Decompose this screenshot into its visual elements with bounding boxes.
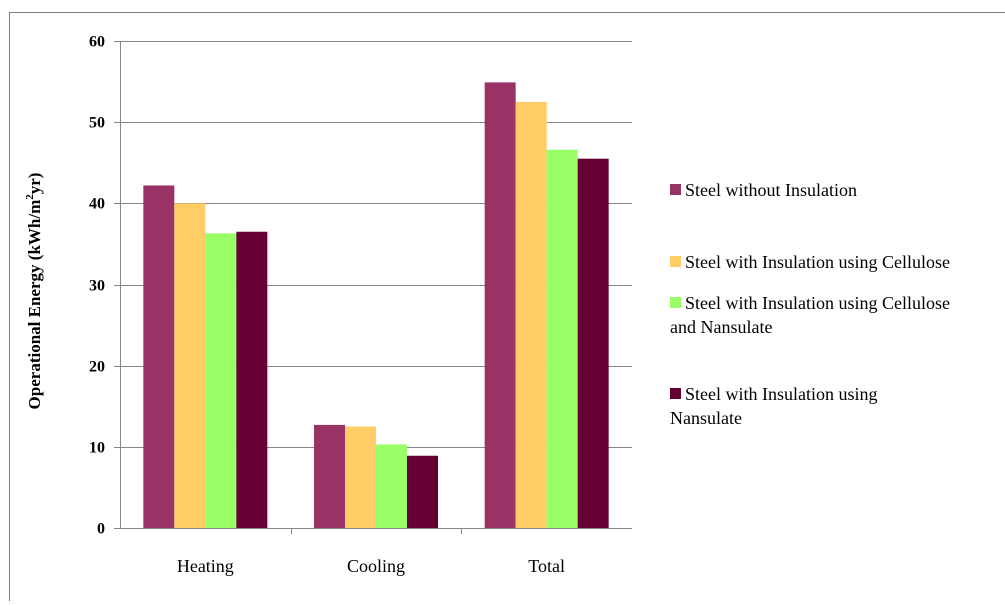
y-tick-label: 0 bbox=[97, 521, 105, 538]
legend: Steel without Insulation Steel with Insul… bbox=[670, 180, 950, 428]
bar bbox=[407, 456, 438, 528]
y-tick-label: 20 bbox=[89, 359, 105, 376]
legend-swatch bbox=[670, 184, 681, 195]
bar bbox=[205, 233, 236, 528]
y-tick-label: 50 bbox=[89, 115, 105, 132]
legend-label: Steel without Insulation bbox=[685, 180, 857, 200]
legend-swatch bbox=[670, 256, 681, 267]
y-tick-label: 10 bbox=[89, 440, 105, 457]
y-tick-label: 30 bbox=[89, 278, 105, 295]
legend-swatch bbox=[670, 297, 681, 308]
bar bbox=[547, 150, 578, 528]
x-category-label: Cooling bbox=[347, 556, 405, 576]
x-category-label: Heating bbox=[177, 556, 234, 576]
legend-label-line: Steel with Insulation using Cellulose bbox=[685, 293, 950, 313]
bar bbox=[376, 444, 407, 528]
bar bbox=[345, 427, 376, 528]
legend-label-line: Steel with Insulation using Cellulose bbox=[685, 252, 950, 272]
legend-swatch bbox=[670, 388, 681, 399]
bar bbox=[516, 102, 547, 528]
legend-label: Steel with Insulation using Cellulose and… bbox=[670, 293, 950, 337]
bars bbox=[143, 82, 608, 528]
y-axis-title-main: Operational Energy (kWh/m bbox=[25, 200, 44, 410]
bar bbox=[174, 203, 205, 528]
bar bbox=[314, 425, 345, 528]
y-tick-label: 60 bbox=[89, 34, 105, 51]
y-axis-title: Operational Energy (kWh/m2yr) bbox=[24, 173, 44, 410]
y-axis-title-end: yr) bbox=[25, 173, 44, 195]
legend-label-line: Steel without Insulation bbox=[685, 180, 857, 200]
bar bbox=[143, 185, 174, 528]
legend-label: Steel with Insulation using Cellulose bbox=[685, 252, 950, 272]
legend-label: Steel with Insulation using Nansulate bbox=[670, 384, 878, 428]
bar bbox=[485, 82, 516, 528]
legend-label-line: and Nansulate bbox=[670, 317, 772, 337]
x-category-label: Total bbox=[528, 556, 565, 576]
bar bbox=[236, 232, 267, 528]
bar bbox=[578, 159, 609, 528]
legend-label-line: Steel with Insulation using bbox=[685, 384, 878, 404]
y-tick-label: 40 bbox=[89, 196, 105, 213]
legend-label-line: Nansulate bbox=[670, 408, 742, 428]
